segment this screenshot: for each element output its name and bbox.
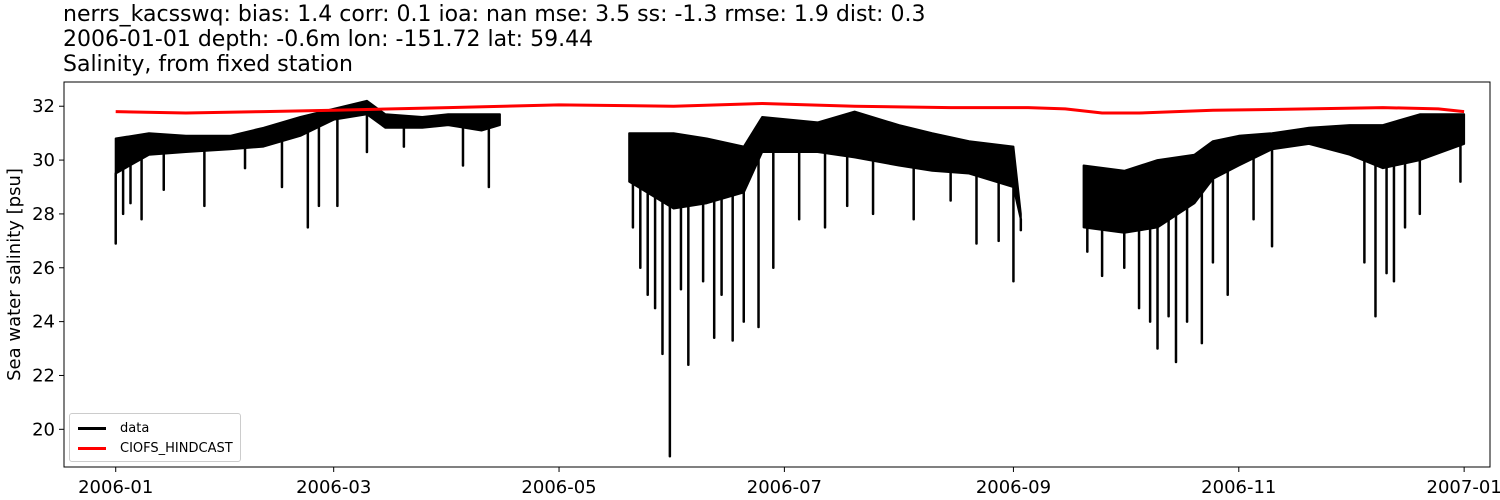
legend-swatch-data: [78, 426, 106, 430]
y-tick-label: 24: [32, 312, 55, 333]
legend: data CIOFS_HINDCAST: [69, 413, 241, 462]
y-tick-label: 20: [32, 419, 55, 440]
y-tick-label: 26: [32, 258, 55, 279]
legend-item-data: data: [78, 419, 149, 437]
data-series-band-3: [1082, 113, 1466, 234]
legend-swatch-model: [78, 446, 106, 450]
x-tick-label: 2007-01: [1427, 477, 1500, 498]
x-tick-label: 2006-03: [296, 477, 371, 498]
legend-item-model: CIOFS_HINDCAST: [78, 439, 233, 457]
y-tick-label: 22: [32, 365, 55, 386]
data-series-band-1: [114, 99, 501, 175]
x-tick-label: 2006-01: [78, 477, 153, 498]
y-tick-label: 28: [32, 204, 55, 225]
chart-subtitle-location: 2006-01-01 depth: -0.6m lon: -151.72 lat…: [63, 27, 594, 52]
chart-titles: nerrs_kacsswq: bias: 1.4 corr: 0.1 ioa: …: [63, 2, 925, 77]
x-tick-label: 2006-05: [521, 477, 596, 498]
y-tick-label: 30: [32, 150, 55, 171]
legend-label-model: CIOFS_HINDCAST: [120, 440, 233, 456]
plot-area-frame: [63, 81, 1491, 468]
legend-label-data: data: [120, 420, 150, 436]
axis-layer: 20 22 24 26 28 30 32 2006-01 2006-03 2006-05 2006-…: [32, 96, 1500, 498]
model-series-line: [115, 102, 1465, 115]
x-tick-label: 2006-11: [1201, 477, 1276, 498]
y-tick-label: 32: [32, 96, 55, 117]
x-tick-label: 2006-07: [747, 477, 822, 498]
y-axis-label: Sea water salinity [psu]: [4, 168, 25, 381]
chart-subtitle-variable: Salinity, from fixed station: [63, 52, 353, 77]
x-tick-label: 2006-09: [976, 477, 1051, 498]
series-layer: [114, 99, 1466, 458]
chart-title: nerrs_kacsswq: bias: 1.4 corr: 0.1 ioa: …: [63, 2, 926, 27]
